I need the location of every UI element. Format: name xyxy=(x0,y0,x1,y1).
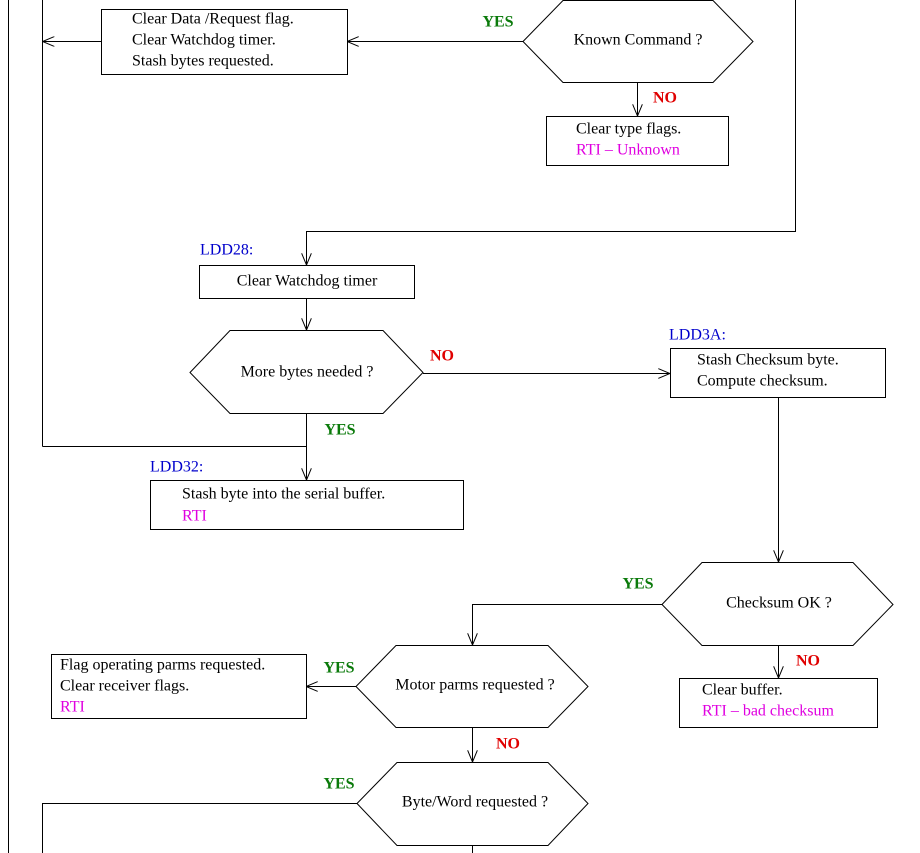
box-text: Clear Data /Request flag. xyxy=(132,11,294,28)
process-box xyxy=(101,9,348,75)
yes-label: YES xyxy=(323,660,354,677)
decision xyxy=(189,330,424,414)
box-text: Clear Watchdog timer xyxy=(237,273,378,290)
decision-text: More bytes needed ? xyxy=(241,364,374,381)
process-box xyxy=(679,678,878,728)
decision xyxy=(355,645,589,728)
box-text: RTI – Unknown xyxy=(576,142,680,159)
no-label: NO xyxy=(796,653,820,670)
no-label: NO xyxy=(430,348,454,365)
decision-text: Byte/Word requested ? xyxy=(402,794,548,811)
connectors xyxy=(8,0,796,853)
box-text: Stash bytes requested. xyxy=(132,53,274,70)
process-box xyxy=(51,654,307,719)
decision-text: Motor parms requested ? xyxy=(395,677,555,694)
process-box xyxy=(150,480,464,530)
no-label: NO xyxy=(653,90,677,107)
yes-label: YES xyxy=(324,422,355,439)
address-label: LDD3A: xyxy=(669,327,726,344)
address-label: LDD32: xyxy=(150,459,203,476)
box-text: Compute checksum. xyxy=(697,373,828,390)
decision xyxy=(661,562,894,646)
yes-label: YES xyxy=(323,776,354,793)
box-text: Flag operating parms requested. xyxy=(60,657,265,674)
yes-label: YES xyxy=(622,576,653,593)
process-box xyxy=(546,116,729,166)
yes-label: YES xyxy=(482,14,513,31)
process-box xyxy=(199,265,415,299)
decision xyxy=(522,0,754,83)
box-text: Clear Watchdog timer. xyxy=(132,32,276,49)
box-text: Stash Checksum byte. xyxy=(697,352,839,369)
box-text: RTI xyxy=(60,699,85,716)
decision xyxy=(356,762,589,846)
decision-text: Checksum OK ? xyxy=(726,595,832,612)
box-text: Clear buffer. xyxy=(702,682,783,699)
decision-text: Known Command ? xyxy=(574,32,703,49)
box-text: Clear type flags. xyxy=(576,121,681,138)
box-text: RTI xyxy=(182,508,207,525)
box-text: Clear receiver flags. xyxy=(60,678,189,695)
no-label: NO xyxy=(496,736,520,753)
box-text: RTI – bad checksum xyxy=(702,703,834,720)
box-text: Stash byte into the serial buffer. xyxy=(182,486,385,503)
address-label: LDD28: xyxy=(200,242,253,259)
process-box xyxy=(670,348,886,398)
